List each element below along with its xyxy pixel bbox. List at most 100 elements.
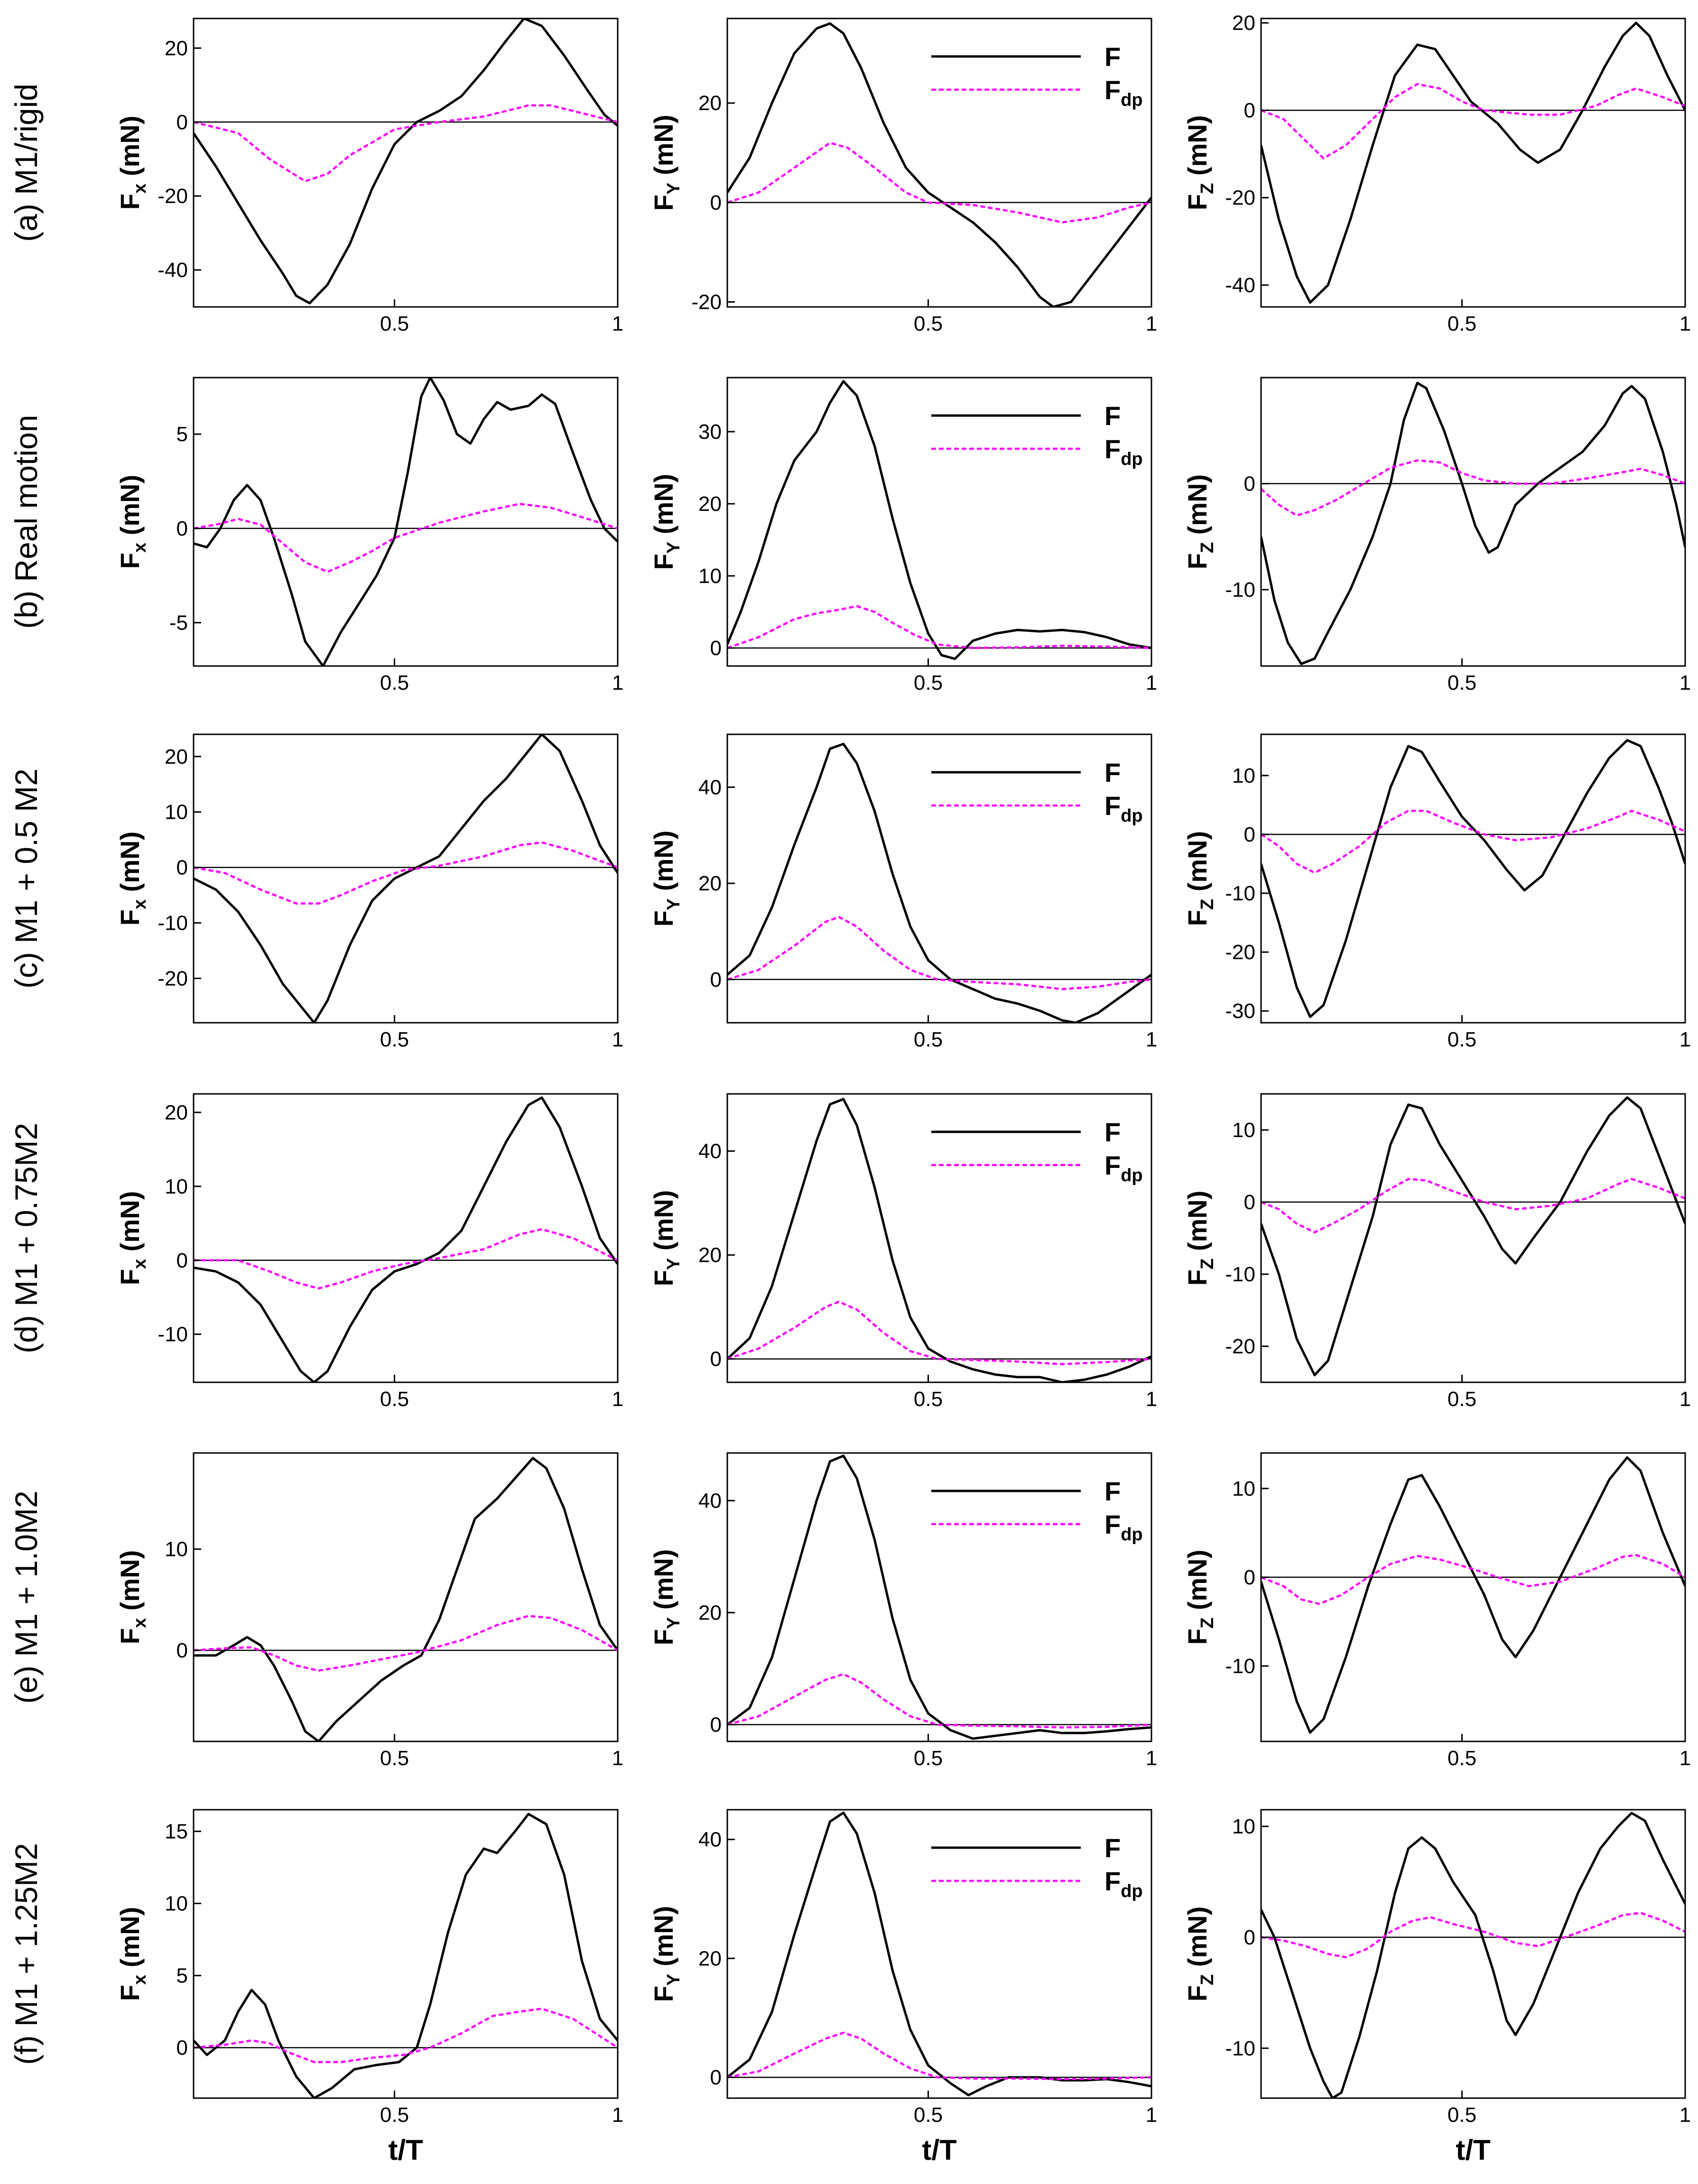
- chart-11-ytick-label-3: 10: [1232, 1119, 1255, 1142]
- chart-9-ytick-label-2: 10: [165, 1175, 188, 1198]
- chart-11-ylabel: FZ (mN): [1182, 1191, 1217, 1286]
- chart-13-ylabel: FY (mN): [649, 1549, 684, 1646]
- chart-8-xtick-label-0: 0.5: [1447, 1028, 1476, 1051]
- chart-14-ytick-label-1: 0: [1244, 1566, 1255, 1589]
- chart-10-series-F: [727, 1098, 1151, 1382]
- chart-5-series-Fdp: [1261, 459, 1685, 517]
- chart-9-ytick-label-1: 0: [176, 1249, 188, 1272]
- chart-6-xtick-label-0: 0.5: [380, 1028, 409, 1051]
- chart-11-ytick-label-2: 0: [1244, 1191, 1255, 1214]
- row-label-2: (c) M1 + 0.5 M2: [9, 768, 44, 989]
- chart-17-xtick-label-1: 1: [1679, 2103, 1691, 2127]
- chart-9-ytick-label-3: 20: [165, 1101, 188, 1124]
- chart-2-ytick-label-2: 0: [1244, 99, 1255, 122]
- chart-15-ytick-label-3: 15: [165, 1820, 188, 1843]
- chart-6-panel: -20 -10 0 10 20 0.5 1 Fx (mN) (c) M1 + 0.5 M2: [9, 733, 623, 1051]
- chart-15-series-F: [194, 1813, 618, 2098]
- chart-6-ytick-label-4: 20: [165, 745, 188, 768]
- chart-8-panel: -30 -20 -10 0 10 0.5 1 FZ (mN): [1182, 733, 1691, 1051]
- chart-13-frame: [726, 1452, 1152, 1742]
- chart-6-ytick-label-0: -20: [158, 967, 188, 990]
- chart-7-xtick-label-1: 1: [1146, 1028, 1157, 1051]
- chart-5-panel: -10 0 0.5 1 FZ (mN): [1182, 377, 1691, 694]
- chart-13-ytick-label-2: 40: [698, 1489, 722, 1512]
- chart-3-ylabel: Fx (mN): [115, 475, 150, 569]
- chart-4-ytick-label-3: 30: [698, 420, 722, 444]
- chart-6-ytick-label-3: 10: [165, 801, 188, 824]
- chart-5-ytick-label-0: -10: [1225, 578, 1255, 602]
- chart-11-xtick-label-0: 0.5: [1447, 1388, 1476, 1411]
- chart-2-panel: -40 -20 0 20 0.5 1 FZ (mN): [1182, 11, 1691, 335]
- chart-8-series-Fdp: [1261, 810, 1685, 874]
- chart-12-ytick-label-1: 10: [165, 1538, 188, 1561]
- chart-9-ytick-label-0: -10: [158, 1323, 188, 1346]
- chart-16-ytick-label-2: 40: [698, 1828, 722, 1851]
- chart-13-legend-F-label: F: [1104, 1476, 1121, 1506]
- chart-15-xtick-label-0: 0.5: [380, 2103, 409, 2127]
- chart-6-xtick-label-1: 1: [612, 1028, 623, 1051]
- chart-11-frame: [1260, 1093, 1686, 1383]
- chart-6-series-F: [194, 734, 618, 1023]
- chart-17-ytick-label-0: -10: [1225, 2037, 1255, 2060]
- chart-9-series-Fdp: [194, 1228, 618, 1290]
- chart-8-ylabel: FZ (mN): [1182, 831, 1217, 926]
- chart-11-series-Fdp: [1261, 1178, 1685, 1234]
- chart-10-ylabel: FY (mN): [649, 1190, 684, 1286]
- chart-10-frame: [726, 1093, 1152, 1383]
- chart-10-legend-F-label: F: [1104, 1117, 1121, 1147]
- row-label-0: (a) M1/rigid: [9, 83, 44, 242]
- chart-10-ytick-label-2: 40: [698, 1140, 722, 1163]
- chart-14-xtick-label-0: 0.5: [1447, 1747, 1476, 1770]
- chart-16-ytick-label-1: 20: [698, 1947, 722, 1970]
- chart-7-series-F: [727, 742, 1151, 1023]
- chart-10-series-Fdp: [727, 1300, 1151, 1365]
- chart-16-legend-F-label: F: [1104, 1833, 1121, 1863]
- chart-14-frame: [1260, 1452, 1686, 1742]
- chart-15-series-Fdp: [194, 2008, 618, 2064]
- chart-15-ytick-label-1: 5: [176, 1964, 188, 1988]
- chart-2-ylabel: FZ (mN): [1182, 115, 1217, 211]
- chart-13-xtick-label-1: 1: [1146, 1747, 1157, 1770]
- chart-11-ytick-label-1: -10: [1225, 1263, 1255, 1286]
- chart-12-ylabel: Fx (mN): [115, 1550, 150, 1644]
- chart-10-legend-Fdp-label: Fdp: [1104, 1150, 1143, 1185]
- chart-3-ytick-label-2: 5: [176, 423, 188, 446]
- chart-1-legend-F-label: F: [1104, 42, 1121, 72]
- chart-16-frame: [726, 1809, 1152, 2099]
- chart-4-series-Fdp: [727, 605, 1151, 649]
- chart-6-ytick-label-2: 0: [176, 856, 188, 879]
- chart-2-xtick-label-1: 1: [1679, 312, 1691, 335]
- chart-15-ytick-label-2: 10: [165, 1892, 188, 1916]
- chart-4-series-F: [727, 380, 1151, 660]
- chart-12-ytick-label-0: 0: [176, 1639, 188, 1662]
- chart-15-xlabel: t/T: [388, 2134, 423, 2166]
- chart-15-ylabel: Fx (mN): [115, 1907, 150, 2001]
- chart-14-series-F: [1261, 1456, 1685, 1734]
- chart-0-ytick-label-3: 20: [165, 37, 188, 60]
- chart-17-frame: [1260, 1809, 1686, 2099]
- chart-16-xtick-label-1: 1: [1146, 2103, 1157, 2127]
- chart-4-ytick-label-1: 10: [698, 565, 722, 588]
- chart-17-panel: -10 0 10 0.5 1 FZ (mN) t/T: [1182, 1809, 1691, 2166]
- chart-7-xtick-label-0: 0.5: [914, 1028, 943, 1051]
- chart-13-series-Fdp: [727, 1673, 1151, 1729]
- chart-1-legend-Fdp-label: Fdp: [1104, 75, 1143, 110]
- chart-17-ytick-label-2: 10: [1232, 1815, 1255, 1838]
- chart-0-xtick-label-0: 0.5: [380, 312, 409, 335]
- chart-17-ytick-label-1: 0: [1244, 1926, 1255, 1949]
- chart-7-legend: F Fdp: [931, 758, 1143, 826]
- chart-15-ytick-label-0: 0: [176, 2036, 188, 2060]
- chart-17-ylabel: FZ (mN): [1182, 1906, 1217, 2002]
- chart-13-ytick-label-1: 20: [698, 1601, 722, 1624]
- chart-4-ytick-label-2: 20: [698, 492, 722, 516]
- chart-8-ytick-label-0: -30: [1225, 999, 1255, 1023]
- chart-16-series-F: [727, 1811, 1151, 2097]
- row-label-1: (b) Real motion: [9, 415, 44, 629]
- chart-2-series-Fdp: [1261, 83, 1685, 160]
- chart-0-ytick-label-2: 0: [176, 111, 188, 134]
- chart-17-xlabel: t/T: [1456, 2134, 1490, 2166]
